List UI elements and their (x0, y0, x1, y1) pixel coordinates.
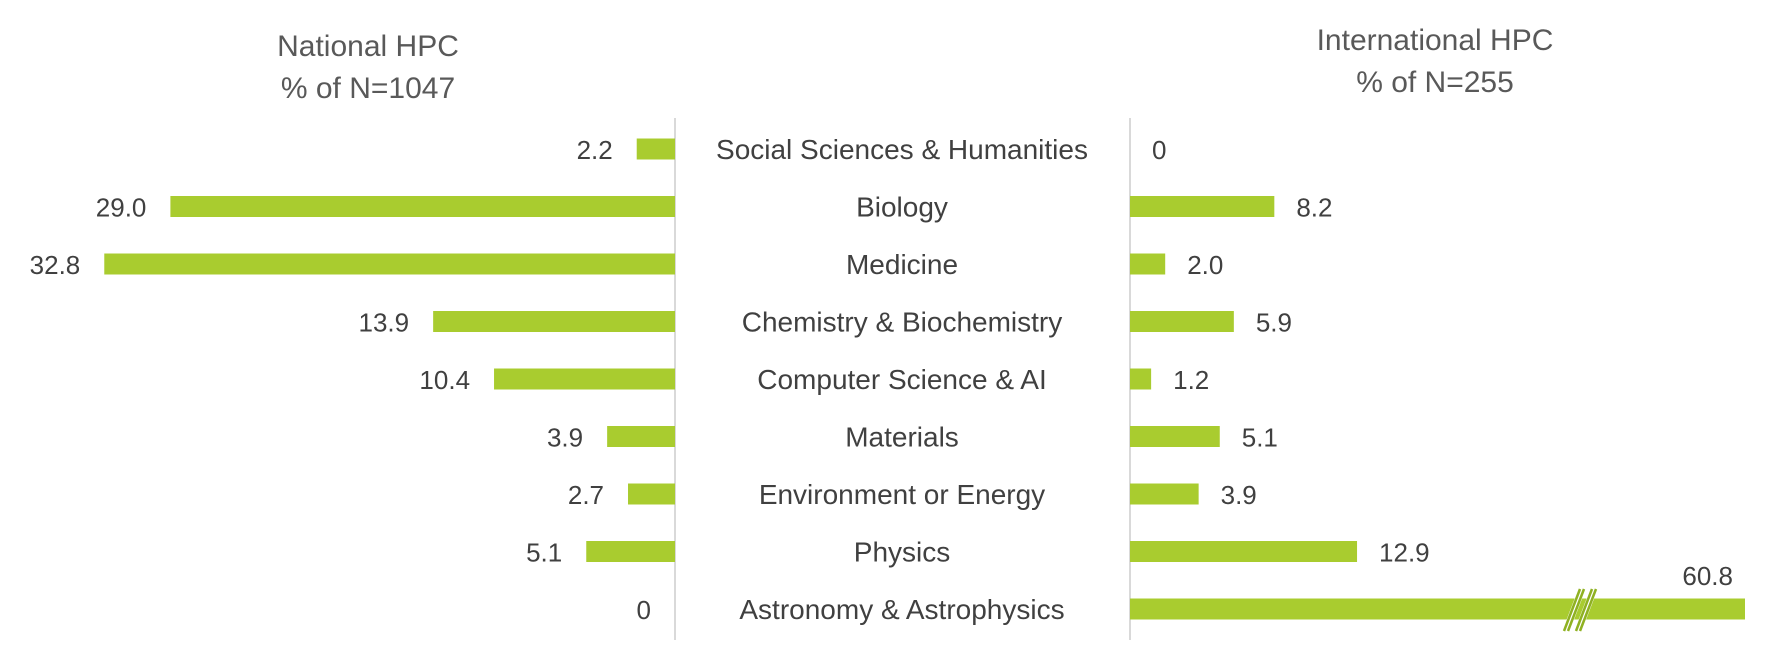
international-hpc-series: 0 8.2 2.0 5.9 1.2 5.1 3.9 12.9 60.8 (1130, 135, 1745, 633)
international-value-astronomy-and-astrophysics: 60.8 (1682, 561, 1733, 591)
national-value-environment-or-energy: 2.7 (568, 480, 604, 510)
national-value-physics: 5.1 (526, 538, 562, 568)
axis-break-mark (1562, 587, 1598, 633)
right-title-line-1: International HPC (1317, 24, 1554, 57)
national-hpc-series: 2.2 29.0 32.8 13.9 10.4 3.9 2.75.1 0 (30, 135, 675, 625)
national-bar-materials (607, 426, 675, 447)
national-value-medicine: 32.8 (30, 250, 81, 280)
category-label-computer-science-and-ai: Computer Science & AI (757, 364, 1046, 395)
left-title-line-2: % of N=1047 (281, 72, 455, 105)
international-bar-environment-or-energy (1130, 483, 1199, 505)
national-value-chemistry-and-biochemistry: 13.9 (359, 308, 410, 338)
left-panel-title: National HPC % of N=1047 (277, 30, 459, 105)
international-bar-computer-science-and-ai (1130, 368, 1152, 390)
international-bar-biology (1130, 196, 1275, 217)
national-bar-social-sciences-and-humanities (636, 138, 675, 160)
right-title-line-2: % of N=255 (1356, 66, 1514, 99)
national-bar-environment-or-energy (628, 483, 675, 505)
national-value-astronomy-and-astrophysics: 0 (637, 595, 651, 625)
national-bar-computer-science-and-ai (494, 368, 675, 390)
national-value-biology: 29.0 (96, 193, 147, 223)
national-bar-chemistry-and-biochemistry (433, 311, 675, 332)
international-value-computer-science-and-ai: 1.2 (1173, 365, 1209, 395)
category-label-astronomy-and-astrophysics: Astronomy & Astrophysics (739, 594, 1064, 625)
category-label-materials: Materials (845, 422, 959, 453)
international-value-materials: 5.1 (1242, 423, 1278, 453)
national-bar-physics (586, 541, 675, 562)
international-value-medicine: 2.0 (1187, 250, 1223, 280)
national-bar-medicine (104, 253, 675, 275)
category-labels: Social Sciences & Humanities Biology Medic… (716, 134, 1088, 625)
category-label-chemistry-and-biochemistry: Chemistry & Biochemistry (742, 307, 1063, 338)
international-value-environment-or-energy: 3.9 (1221, 480, 1257, 510)
international-bar-materials (1130, 426, 1220, 447)
international-value-biology: 8.2 (1296, 193, 1332, 223)
category-label-physics: Physics (854, 537, 950, 568)
category-label-medicine: Medicine (846, 249, 958, 280)
international-value-chemistry-and-biochemistry: 5.9 (1256, 308, 1292, 338)
category-label-biology: Biology (856, 192, 948, 223)
international-value-physics: 12.9 (1379, 538, 1430, 568)
left-title-line-1: National HPC (277, 30, 459, 63)
international-value-social-sciences-and-humanities: 0 (1152, 135, 1166, 165)
national-value-materials: 3.9 (547, 423, 583, 453)
category-label-social-sciences-and-humanities: Social Sciences & Humanities (716, 134, 1088, 165)
category-label-environment-or-energy: Environment or Energy (759, 479, 1045, 510)
international-bar-astronomy-and-astrophysics (1130, 598, 1745, 620)
national-value-social-sciences-and-humanities: 2.2 (577, 135, 613, 165)
international-bar-chemistry-and-biochemistry (1130, 311, 1234, 332)
national-bar-biology (170, 196, 675, 217)
right-panel-title: International HPC % of N=255 (1317, 24, 1554, 99)
international-bar-medicine (1130, 253, 1166, 275)
international-bar-physics (1130, 541, 1358, 562)
national-value-computer-science-and-ai: 10.4 (419, 365, 470, 395)
